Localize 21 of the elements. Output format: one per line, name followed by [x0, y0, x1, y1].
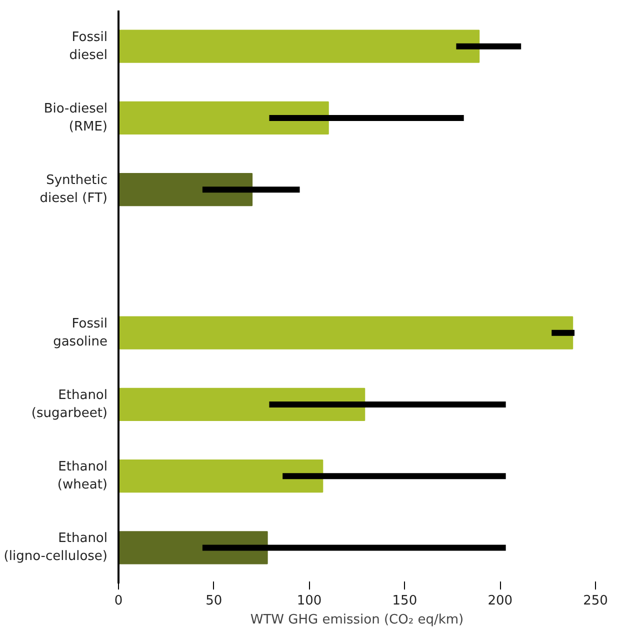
- x-axis-title: WTW GHG emission (CO₂ eq/km): [250, 612, 464, 628]
- y-tick-label: Ethanol (sugarbeet): [31, 388, 108, 421]
- bar: [118, 459, 324, 493]
- y-tick-label: Fossil diesel: [69, 30, 108, 63]
- x-tick-label: 250: [583, 594, 608, 608]
- bar: [118, 531, 268, 564]
- y-tick-label: Ethanol (wheat): [57, 460, 108, 493]
- x-tick-label: 150: [392, 594, 418, 608]
- y-tick-label: Bio-diesel (RME): [44, 101, 108, 134]
- x-tick-label: 50: [206, 594, 222, 608]
- bar: [118, 30, 480, 63]
- y-tick-label: Synthetic diesel (FT): [40, 173, 108, 206]
- y-tick-label: Fossil gasoline: [53, 316, 108, 350]
- bar: [118, 101, 329, 135]
- bar: [118, 388, 366, 422]
- y-tick-label: Ethanol (ligno-cellulose): [4, 531, 108, 564]
- bar: [118, 172, 253, 206]
- x-tick-label: 200: [488, 594, 513, 608]
- x-tick-label: 100: [296, 594, 322, 608]
- x-tick-label: 0: [114, 594, 123, 608]
- bar: [118, 316, 574, 350]
